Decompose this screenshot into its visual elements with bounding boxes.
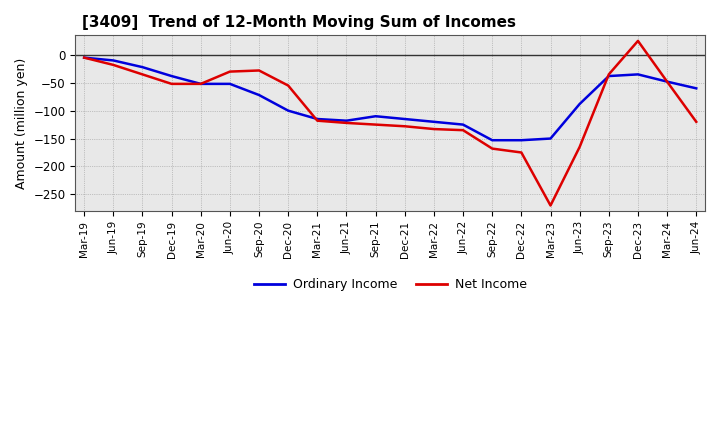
Net Income: [138, 72, 147, 77]
Net Income: [692, 119, 701, 125]
Net Income: [634, 38, 642, 44]
Ordinary Income: [488, 138, 497, 143]
Ordinary Income: [400, 116, 409, 121]
Net Income: [109, 62, 117, 68]
Ordinary Income: [692, 86, 701, 91]
Ordinary Income: [430, 119, 438, 125]
Net Income: [517, 150, 526, 155]
Ordinary Income: [225, 81, 234, 87]
Ordinary Income: [546, 136, 555, 141]
Ordinary Income: [167, 73, 176, 79]
Legend: Ordinary Income, Net Income: Ordinary Income, Net Income: [249, 273, 531, 296]
Line: Net Income: Net Income: [84, 41, 696, 205]
Ordinary Income: [372, 114, 380, 119]
Net Income: [80, 55, 89, 60]
Net Income: [546, 203, 555, 208]
Ordinary Income: [575, 101, 584, 106]
Ordinary Income: [80, 55, 89, 60]
Ordinary Income: [109, 58, 117, 63]
Ordinary Income: [517, 138, 526, 143]
Ordinary Income: [255, 92, 264, 98]
Ordinary Income: [284, 108, 292, 113]
Net Income: [459, 128, 467, 133]
Net Income: [255, 68, 264, 73]
Net Income: [313, 118, 322, 123]
Y-axis label: Amount (million yen): Amount (million yen): [15, 58, 28, 189]
Ordinary Income: [459, 122, 467, 127]
Net Income: [225, 69, 234, 74]
Net Income: [430, 126, 438, 132]
Ordinary Income: [313, 116, 322, 121]
Net Income: [575, 144, 584, 150]
Ordinary Income: [138, 65, 147, 70]
Ordinary Income: [197, 81, 205, 87]
Net Income: [372, 122, 380, 127]
Net Income: [663, 79, 672, 84]
Net Income: [342, 120, 351, 125]
Net Income: [197, 81, 205, 87]
Net Income: [284, 83, 292, 88]
Ordinary Income: [634, 72, 642, 77]
Text: [3409]  Trend of 12-Month Moving Sum of Incomes: [3409] Trend of 12-Month Moving Sum of I…: [81, 15, 516, 30]
Line: Ordinary Income: Ordinary Income: [84, 58, 696, 140]
Net Income: [488, 146, 497, 151]
Ordinary Income: [342, 118, 351, 123]
Ordinary Income: [663, 79, 672, 84]
Ordinary Income: [605, 73, 613, 79]
Net Income: [400, 124, 409, 129]
Net Income: [605, 72, 613, 77]
Net Income: [167, 81, 176, 87]
